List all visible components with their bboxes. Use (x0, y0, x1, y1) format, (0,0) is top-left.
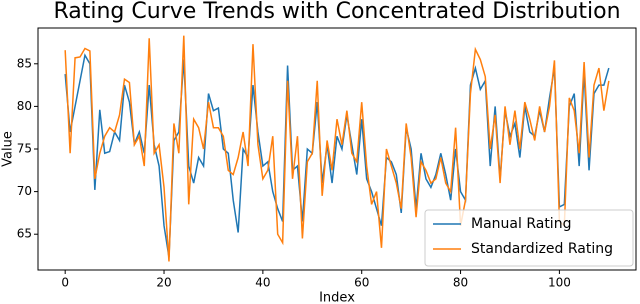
x-axis-label: Index (319, 291, 355, 304)
y-tick-label: 85 (17, 56, 32, 70)
y-tick-label: 75 (17, 142, 32, 156)
x-tick-label: 80 (453, 276, 468, 290)
chart-title: Rating Curve Trends with Concentrated Di… (53, 0, 620, 24)
legend-label: Manual Rating (471, 216, 571, 232)
y-tick-label: 80 (17, 99, 32, 113)
x-tick-label: 20 (156, 276, 171, 290)
x-tick-label: 100 (548, 276, 571, 290)
y-tick-label: 65 (17, 227, 32, 241)
x-tick-label: 40 (255, 276, 270, 290)
y-axis-label: Value (1, 131, 16, 167)
plot-frame (37, 27, 637, 271)
x-tick-label: 60 (354, 276, 369, 290)
x-tick-label: 0 (61, 276, 69, 290)
legend-box (424, 209, 634, 267)
legend-label: Standardized Rating (471, 241, 613, 257)
y-tick-label: 70 (17, 184, 32, 198)
series-line (64, 35, 610, 262)
